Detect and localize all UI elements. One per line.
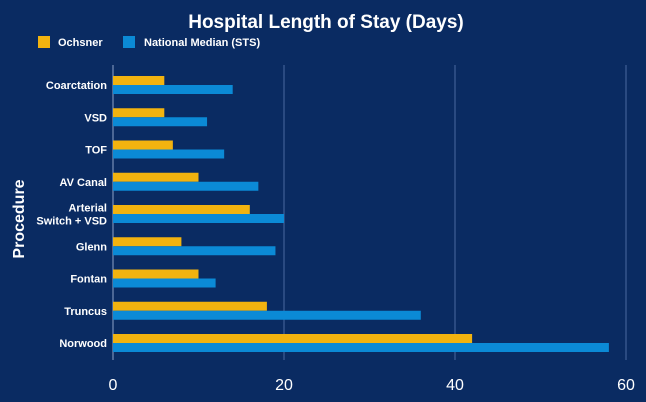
- bar-ochsner: [113, 301, 267, 311]
- bar-ochsner: [113, 237, 182, 247]
- legend-label: Ochsner: [58, 37, 103, 49]
- bar-ochsner: [113, 269, 199, 279]
- chart-title: Hospital Length of Stay (Days): [188, 12, 464, 33]
- category-label: Arterial Switch + VSD: [36, 203, 107, 228]
- category-label: Glenn: [76, 241, 107, 253]
- x-tick-labels: 0 20 40 60: [109, 377, 635, 394]
- category-label-line: Arterial: [68, 203, 107, 215]
- bar-national-median: [113, 343, 609, 352]
- y-axis-title: Procedure: [11, 179, 28, 258]
- x-tick-label: 40: [446, 377, 464, 394]
- bars: [113, 76, 609, 352]
- bar-ochsner: [113, 76, 165, 85]
- bar-national-median: [113, 117, 208, 127]
- bar-national-median: [113, 149, 225, 159]
- bar-ochsner: [113, 108, 165, 118]
- category-label: Fontan: [70, 274, 107, 286]
- bar-national-median: [113, 278, 216, 288]
- legend-label: National Median (STS): [144, 37, 260, 49]
- x-tick-label: 60: [617, 377, 635, 394]
- category-label: VSD: [84, 112, 107, 124]
- bar-ochsner: [113, 140, 173, 150]
- category-labels: Coarctation VSD TOF AV Canal Arterial Switch …: [36, 80, 107, 350]
- legend-swatch: [123, 36, 135, 48]
- bar-national-median: [113, 85, 233, 94]
- bar-national-median: [113, 214, 284, 223]
- category-label: TOF: [85, 145, 107, 157]
- legend-swatch: [38, 36, 50, 48]
- category-label: Coarctation: [46, 80, 107, 92]
- legend: Ochsner National Median (STS): [38, 36, 260, 49]
- x-tick-label: 20: [275, 377, 293, 394]
- bar-national-median: [113, 181, 259, 191]
- bar-ochsner: [113, 205, 250, 214]
- bar-ochsner: [113, 334, 473, 343]
- category-label: Truncus: [64, 306, 107, 318]
- x-tick-label: 0: [109, 377, 118, 394]
- bar-ochsner: [113, 172, 199, 182]
- category-label: Norwood: [59, 338, 107, 350]
- category-label: AV Canal: [60, 177, 107, 189]
- bar-national-median: [113, 310, 421, 320]
- category-label-line: Switch + VSD: [36, 216, 107, 228]
- bar-national-median: [113, 246, 276, 256]
